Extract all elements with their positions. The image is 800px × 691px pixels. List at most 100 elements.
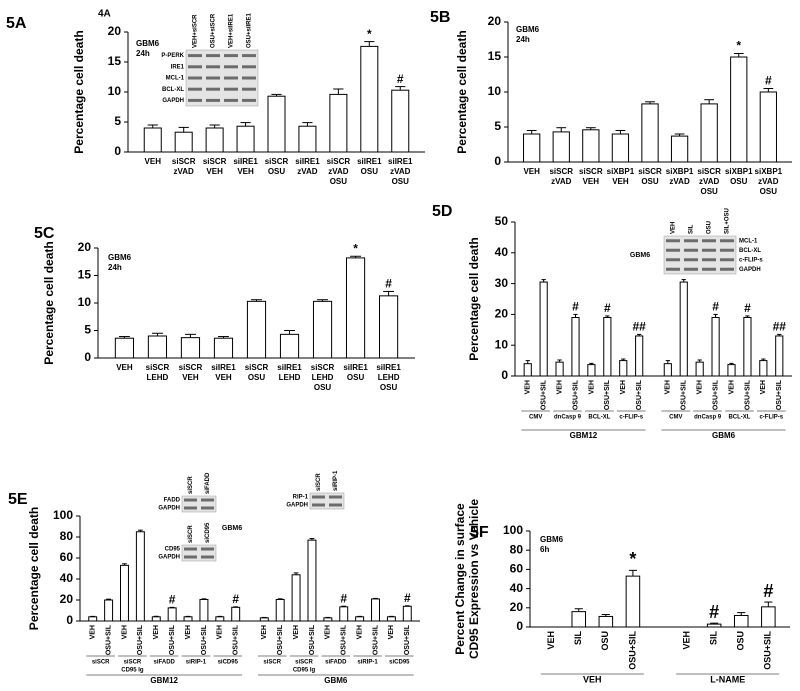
group-label: VEH (583, 674, 602, 684)
blot-band (224, 76, 238, 80)
x-tick-label: VEH (523, 167, 540, 176)
x-tick-label: OSU (347, 373, 365, 382)
blot-band (224, 87, 238, 91)
bar (205, 127, 224, 153)
x-tick-label: siSCR (265, 157, 289, 166)
x-tick-label: VEH (525, 380, 532, 394)
x-tick-label: siSCR (203, 157, 227, 166)
blot-band (720, 258, 734, 262)
y-tick-label: 15 (78, 268, 92, 282)
bar (775, 335, 784, 377)
x-tick-label: siXBP1 (666, 167, 694, 176)
x-tick-label: OSU+SIL (233, 624, 240, 655)
blot-band (720, 248, 734, 252)
significance-mark: * (629, 549, 636, 569)
blot-band (201, 547, 214, 551)
bar (135, 531, 145, 622)
group-label: CD95 Ig (121, 668, 144, 674)
x-tick-label: SIL (573, 631, 583, 646)
x-tick-label: OSU (248, 373, 266, 382)
bar (279, 333, 300, 359)
group-label: CMV (529, 415, 542, 421)
bar (104, 599, 114, 622)
blot-row-label: IRE1 (171, 64, 185, 70)
bar (386, 616, 396, 622)
x-tick-label: zVAD (669, 177, 690, 186)
y-tick-label: 60 (510, 562, 524, 576)
blot-band (188, 54, 202, 58)
bar (641, 103, 659, 163)
x-tick-label: zVAD (328, 167, 349, 176)
x-tick-label: VEH (237, 167, 254, 176)
blot-lane-label: siRIP-1 (333, 470, 339, 491)
bar (371, 598, 380, 622)
panel-label: 5B (430, 9, 450, 26)
y-tick-label: 80 (510, 542, 524, 556)
blot-lane-label: OSU+siIRE1 (247, 12, 253, 48)
blot-band (206, 65, 220, 69)
blot-label: GBM6 (222, 525, 242, 532)
blot-band (684, 239, 698, 243)
group-label: c-FLIP-s (759, 415, 783, 421)
x-tick-label: VEH (215, 373, 232, 382)
group-label: siFADD (325, 660, 347, 666)
bar (611, 133, 630, 163)
y-tick-label: 20 (488, 14, 502, 28)
x-tick-label: VEH (206, 167, 223, 176)
group-label: siSCR (124, 660, 142, 666)
bar (307, 539, 317, 622)
x-tick-label: siSCR (245, 363, 269, 372)
group-label: BCL-XL (588, 415, 610, 421)
x-tick-label: OSU (736, 631, 746, 651)
bar (759, 360, 768, 377)
chart-title: 24h (108, 263, 122, 272)
bar (391, 89, 410, 153)
bar (298, 125, 317, 153)
blot-band (206, 54, 220, 58)
y-tick-label: 40 (510, 581, 524, 595)
bar (167, 607, 177, 622)
blot-lane-label: VEH+siIRE1 (229, 13, 235, 48)
blot-band (242, 76, 256, 80)
significance-mark: # (604, 301, 611, 315)
y-tick-label: 50 (495, 214, 509, 228)
significance-mark: ## (632, 320, 646, 334)
blot-band (188, 98, 202, 102)
bar (706, 623, 722, 628)
y-tick-label: 0 (66, 613, 73, 627)
y-tick-label: 20 (78, 240, 92, 254)
x-tick-label: siIRE1 (357, 157, 382, 166)
y-tick-label: 0 (84, 350, 91, 364)
bar (291, 574, 301, 622)
significance-mark: # (712, 300, 719, 314)
x-tick-label: VEH (356, 625, 363, 639)
bar (88, 616, 98, 622)
blot-band (666, 267, 680, 271)
bar (759, 91, 777, 163)
group-label: siCD95 (389, 660, 410, 666)
x-tick-label: OSU+SIL (776, 379, 783, 410)
x-tick-label: siIRE1 (295, 157, 320, 166)
blot-band (184, 555, 197, 559)
bar (246, 300, 267, 359)
y-tick-label: 0 (501, 368, 508, 382)
chart-title: GBM6 (540, 535, 564, 544)
blot-row-label: RIP-1 (293, 495, 309, 501)
x-tick-label: VEH (182, 373, 199, 382)
blot-band (206, 98, 220, 102)
x-tick-label: zVAD (551, 177, 572, 186)
x-tick-label: OSU+SIL (712, 379, 719, 410)
x-tick-label: VEH (556, 380, 563, 394)
significance-mark: # (340, 591, 347, 605)
group-label: siRIP-1 (357, 660, 378, 666)
x-tick-label: VEH (121, 625, 128, 639)
blot-band (702, 239, 716, 243)
bar (151, 616, 161, 622)
blot-band (188, 87, 202, 91)
bar (323, 617, 333, 622)
x-tick-label: siXBP1 (725, 167, 753, 176)
x-tick-label: VEH (90, 625, 97, 639)
x-tick-label: OSU (380, 383, 398, 392)
significance-mark: # (763, 581, 773, 601)
bar (582, 129, 600, 163)
